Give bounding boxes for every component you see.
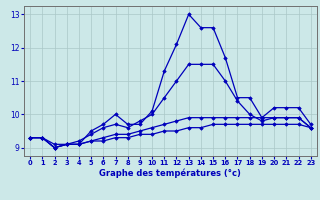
- X-axis label: Graphe des températures (°c): Graphe des températures (°c): [100, 169, 241, 178]
